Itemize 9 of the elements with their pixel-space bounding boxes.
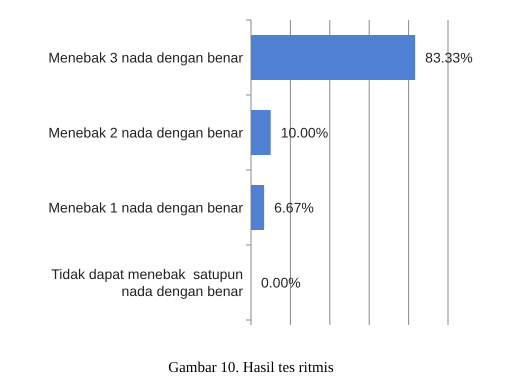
- data-label: 83.33%: [425, 49, 473, 66]
- data-label: 10.00%: [280, 124, 328, 140]
- text: Gambar 10. Hasil tes ritmis: [168, 360, 334, 376]
- y-tick-label: Menebak 1 nada dengan benar: [48, 199, 244, 216]
- y-tick-label: Menebak 2 nada dengan benar: [48, 124, 244, 140]
- data-label: 0.00%: [261, 274, 301, 290]
- data-label: 6.67%: [274, 199, 314, 216]
- y-tick-label: Menebak 3 nada dengan benar: [48, 49, 244, 66]
- y-tick-label: Tidak dapat menebak satupun nada dengan benar: [51, 266, 244, 299]
